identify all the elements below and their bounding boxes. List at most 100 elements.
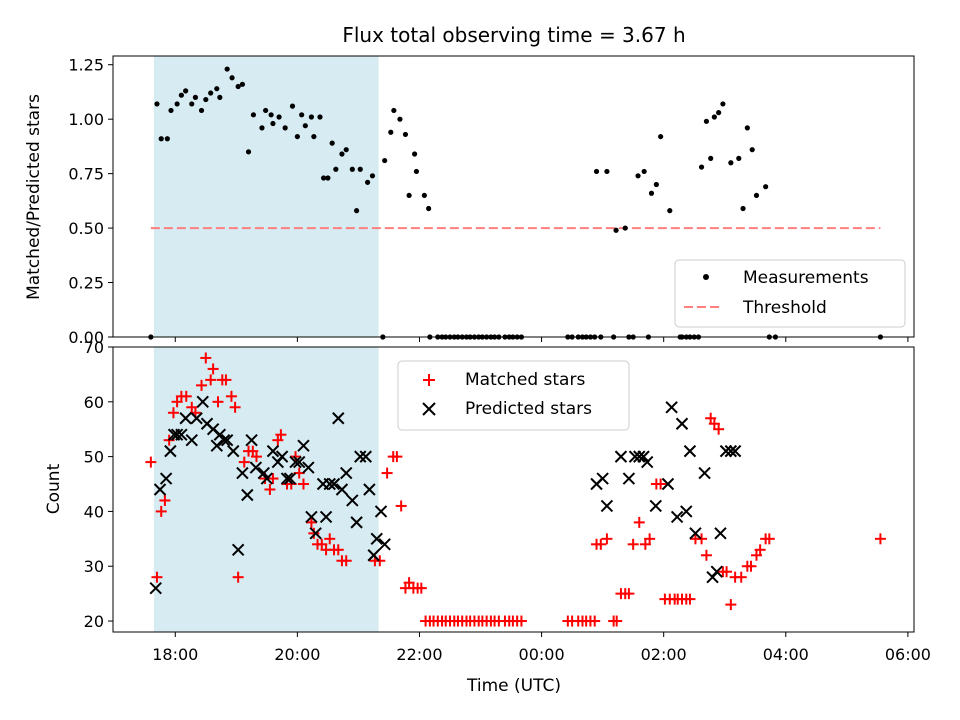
matched-point: [180, 390, 192, 402]
predicted-point: [622, 472, 636, 485]
matched-point: [145, 456, 157, 468]
measurement-point: [289, 103, 296, 109]
matched-point: [763, 533, 775, 545]
matched-point: [151, 571, 163, 583]
predicted-point: [245, 433, 258, 447]
matched-point: [305, 516, 317, 528]
matched-point: [395, 500, 407, 512]
predicted-point: [710, 565, 724, 578]
predicted-point: [302, 461, 315, 474]
bottom-y-tick-label: 30: [84, 557, 104, 576]
legend-predicted-label: Predicted stars: [465, 399, 592, 419]
bottom-y-tick-label: 20: [84, 612, 104, 631]
predicted-point: [149, 581, 162, 595]
measurement-point: [270, 120, 276, 127]
x-axis-label: Time (UTC): [466, 676, 561, 696]
predicted-point: [305, 510, 318, 524]
measurement-point: [604, 168, 610, 175]
measurement-point: [308, 114, 315, 120]
top-y-tick-label: 0.00: [68, 328, 104, 347]
predicted-point: [289, 455, 302, 469]
matched-point: [713, 423, 725, 435]
measurement-point: [192, 94, 199, 100]
top-axes-frame: [112, 55, 915, 338]
legend-matched-label: Matched stars: [465, 370, 585, 390]
measurement-point: [369, 173, 376, 179]
predicted-point: [724, 444, 738, 458]
matched-point: [623, 588, 635, 600]
measurement-point: [224, 66, 230, 72]
predicted-point: [231, 543, 245, 556]
predicted-point: [367, 549, 380, 562]
matched-point: [611, 615, 623, 627]
matched-point: [308, 527, 320, 539]
measurement-point: [321, 175, 327, 181]
predicted-point: [241, 488, 254, 502]
measurement-point: [294, 133, 300, 140]
measurement-point: [349, 166, 355, 172]
matched-point: [595, 538, 607, 550]
top-x-ticks: [174, 337, 909, 342]
top-y-tick-label: 0.75: [68, 165, 104, 184]
matched-point: [159, 494, 171, 506]
predicted-point: [249, 461, 263, 474]
measurement-point: [168, 107, 174, 114]
matched-point: [340, 555, 352, 567]
x-tick-label: 00:00: [519, 645, 565, 664]
measurement-point: [698, 164, 705, 170]
measurement-point: [250, 112, 257, 118]
matched-point: [745, 560, 757, 572]
measurement-point: [593, 168, 600, 175]
measurement-point: [235, 83, 241, 90]
chart-title: Flux total observing time = 3.67 h: [342, 23, 685, 47]
measurement-point: [198, 107, 205, 114]
matched-point: [415, 582, 427, 594]
measurement-point: [245, 149, 252, 155]
matched-point: [229, 401, 241, 413]
measurement-point: [648, 190, 655, 196]
measurement-point: [263, 107, 269, 114]
measurement-point: [203, 96, 209, 103]
measurement-point: [413, 168, 420, 175]
measurement-point: [406, 192, 412, 199]
matched-point: [754, 544, 766, 556]
measurement-point: [214, 86, 220, 92]
measurement-point: [426, 205, 432, 212]
matched-point: [232, 571, 244, 583]
predicted-point: [283, 472, 297, 485]
measurement-point: [397, 116, 403, 122]
measurement-point: [325, 175, 331, 181]
predicted-point: [374, 505, 388, 518]
bottom-y-axis: 20 30 40 50 60 70: [84, 338, 113, 631]
measurement-point: [299, 112, 305, 118]
measurement-point: [154, 101, 160, 107]
matched-point: [391, 451, 403, 463]
measurement-point: [158, 136, 164, 142]
measurement-point: [653, 181, 659, 188]
predicted-point: [236, 466, 249, 480]
matched-point: [212, 396, 224, 408]
predicted-point: [614, 450, 628, 463]
matched-point: [601, 533, 613, 545]
matched-point: [297, 478, 309, 490]
measurement-point: [357, 166, 363, 172]
predicted-point: [210, 439, 223, 452]
measurement-point: [402, 131, 409, 138]
bottom-legend: Matched stars Predicted stars: [397, 360, 630, 431]
bottom-y-tick-label: 70: [84, 338, 104, 357]
x-tick-label: 18:00: [152, 645, 198, 664]
measurement-point: [763, 184, 769, 190]
measurement-point: [276, 114, 282, 120]
predicted-point: [293, 455, 306, 469]
predicted-point: [378, 538, 391, 551]
measurement-point: [217, 94, 223, 100]
top-y-axis: 0.00 0.25 0.50 0.75 1.00 1.25: [68, 56, 113, 347]
bottom-y-tick-label: 40: [84, 502, 104, 521]
predicted-point: [670, 510, 684, 524]
predicted-point: [728, 444, 742, 458]
x-tick-label: 06:00: [885, 645, 931, 664]
measurement-point: [708, 155, 714, 161]
predicted-point: [185, 433, 198, 447]
predicted-point: [196, 395, 209, 409]
